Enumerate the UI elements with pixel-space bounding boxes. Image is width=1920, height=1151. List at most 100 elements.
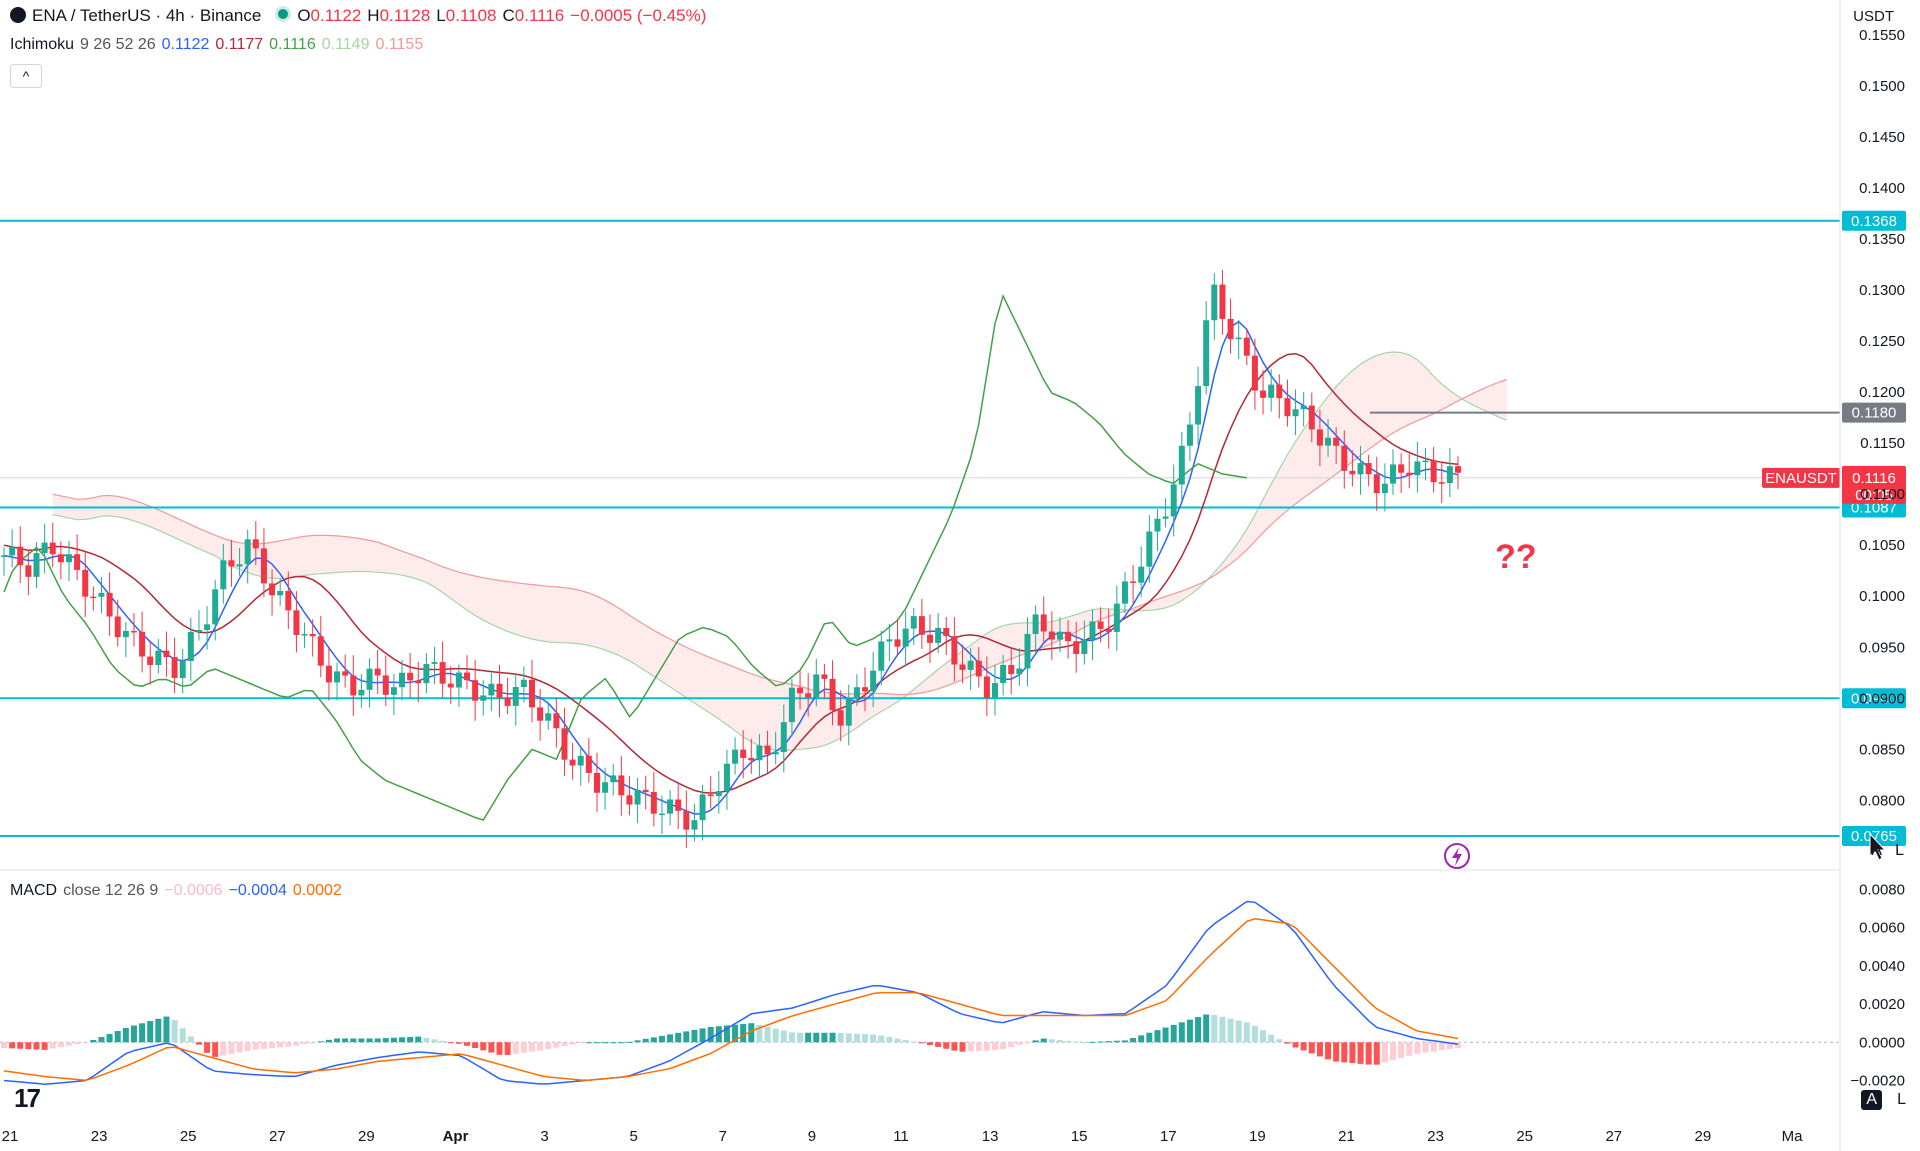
macd-legend[interactable]: MACD close 12 26 9 −0.0006 −0.0004 0.0002 — [10, 882, 348, 900]
candle-body — [1422, 460, 1429, 463]
time-tick-label: 3 — [540, 1128, 548, 1145]
time-tick-label: 27 — [1605, 1128, 1622, 1145]
candle-body — [464, 672, 471, 681]
candle-body — [399, 672, 406, 688]
candle-body — [423, 663, 430, 684]
candle-body — [577, 755, 584, 766]
macd-histogram-bar — [1260, 1030, 1267, 1043]
level-price-tag — [1842, 826, 1906, 846]
tradingview-logo-icon[interactable]: 17 — [14, 1083, 41, 1113]
log-scale-button[interactable]: L — [1895, 842, 1904, 859]
macd-histogram-bar — [1430, 1042, 1437, 1052]
candle-body — [975, 660, 982, 677]
macd-histogram-bar — [1203, 1014, 1210, 1043]
macd-histogram-bar — [878, 1035, 885, 1043]
macd-histogram-bar — [269, 1042, 276, 1049]
candle-body — [1430, 460, 1437, 483]
candle-body — [1235, 337, 1242, 340]
macd-histogram-bar — [1024, 1042, 1031, 1044]
candle-body — [691, 820, 698, 830]
ichimoku-legend[interactable]: Ichimoku 9 26 52 26 0.1122 0.1177 0.1116 0.11… — [10, 36, 429, 54]
macd-histogram-bar — [715, 1026, 722, 1043]
macd-histogram-bar — [1048, 1039, 1055, 1043]
macd-histogram-bar — [959, 1042, 966, 1052]
macd-histogram-bar — [1016, 1042, 1023, 1045]
candle-body — [756, 745, 763, 761]
candle-body — [528, 679, 535, 708]
macd-histogram-bar — [1073, 1041, 1080, 1043]
candle-body — [1381, 483, 1388, 494]
candle-body — [748, 757, 755, 761]
macd-histogram-bar — [780, 1030, 787, 1043]
macd-histogram-bar — [334, 1038, 341, 1043]
time-tick-label: Ma — [1782, 1128, 1803, 1145]
log-scale-button-macd[interactable]: L — [1897, 1091, 1906, 1108]
candle-body — [1121, 581, 1128, 604]
macd-histogram-bar — [829, 1032, 836, 1043]
candle-body — [837, 710, 844, 726]
candle-body — [74, 554, 81, 570]
candle-body — [358, 689, 365, 696]
candle-body — [732, 749, 739, 764]
candle-body — [25, 565, 32, 577]
macd-panel — [0, 900, 1840, 1085]
candle-body — [585, 755, 592, 773]
macd-histogram-bar — [252, 1042, 259, 1050]
candle-body — [1373, 474, 1380, 494]
macd-histogram-bar — [488, 1042, 495, 1053]
candle-body — [447, 683, 454, 688]
collapse-legend-button[interactable]: ^ — [10, 64, 42, 88]
macd-histogram-bar — [1300, 1042, 1307, 1051]
macd-histogram-bar — [585, 1042, 592, 1044]
candle-body — [1349, 470, 1356, 475]
tenkan-value: 0.1122 — [161, 36, 210, 53]
macd-histogram-bar — [545, 1042, 552, 1050]
candle-body — [1162, 516, 1169, 519]
auto-scale-button-macd[interactable]: A — [1861, 1090, 1882, 1110]
macd-histogram-bar — [602, 1042, 609, 1044]
time-axis[interactable]: 21 23 25 27 29 Apr 3 5 7 9 11 13 15 17 19 21 23 25 27 29 Ma — [2, 1128, 1803, 1145]
macd-histogram-bar — [1162, 1027, 1169, 1043]
macd-histogram-bar — [431, 1039, 438, 1043]
price-tick-label: 0.0800 — [1859, 792, 1905, 809]
candle-body — [1000, 664, 1007, 684]
candle-body — [1300, 405, 1307, 410]
macd-histogram-bar — [455, 1042, 462, 1044]
macd-histogram-bar — [1008, 1042, 1015, 1048]
candle-body — [764, 745, 771, 755]
candle-body — [650, 792, 657, 814]
candle-body — [285, 590, 292, 611]
macd-histogram-bar — [415, 1036, 422, 1043]
candle-body — [910, 616, 917, 629]
candle-body — [1316, 429, 1323, 446]
macd-histogram-bar — [772, 1028, 779, 1043]
candle-body — [894, 639, 901, 647]
macd-value: −0.0004 — [228, 882, 287, 899]
lightning-icon[interactable] — [1444, 843, 1470, 869]
candle-body — [545, 713, 552, 721]
candle-body — [415, 680, 422, 684]
symbol-title[interactable]: ENA / TetherUS · 4h · Binance — [32, 6, 262, 25]
price-tick-label: 0.1200 — [1859, 384, 1905, 401]
currency-selector[interactable]: USDT — [1853, 8, 1894, 25]
market-status-icon[interactable] — [275, 6, 292, 22]
macd-histogram-bar — [1446, 1042, 1453, 1050]
macd-histogram-bar — [439, 1040, 446, 1043]
auto-scale-button[interactable]: A — [1871, 842, 1882, 859]
candle-body — [1130, 581, 1137, 583]
macd-histogram-bar — [244, 1042, 251, 1051]
time-tick-label: 25 — [180, 1128, 197, 1145]
macd-histogram-bar — [862, 1034, 869, 1043]
symbol-legend: ENA / TetherUS · 4h · Binance O0.1122 H0.1… — [10, 6, 712, 26]
macd-histogram-bar — [943, 1042, 950, 1049]
price-tick-label: 0.1150 — [1860, 435, 1905, 452]
candle-body — [537, 707, 544, 721]
time-tick-label: 5 — [630, 1128, 638, 1145]
macd-histogram-bar — [894, 1038, 901, 1043]
macd-histogram-bar — [114, 1031, 121, 1043]
candle-body — [504, 697, 511, 706]
macd-histogram-bar — [1065, 1040, 1072, 1043]
